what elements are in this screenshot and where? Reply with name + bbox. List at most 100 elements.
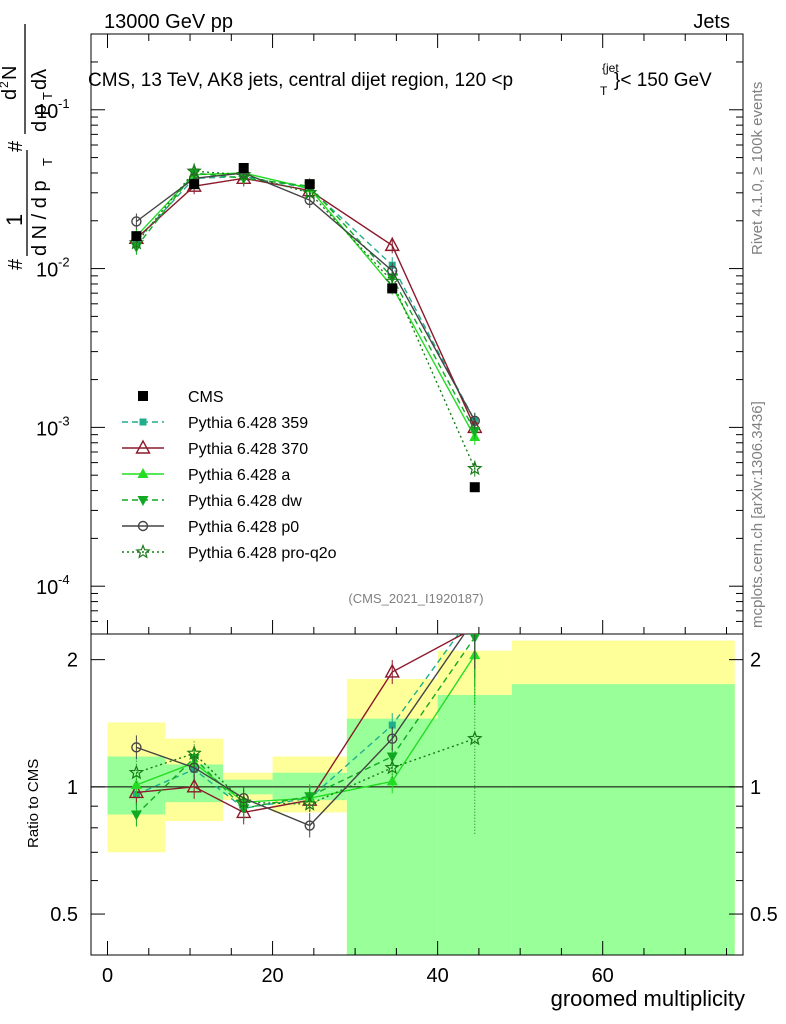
band-green-5 — [437, 694, 512, 955]
main-line-pp0 — [135, 172, 476, 422]
ylabel-hash-1: # — [5, 258, 27, 270]
main-y-tick-label-0: 10 — [36, 101, 58, 123]
x-tick-label-0: 0 — [102, 965, 113, 987]
ratio-point-pp0 — [131, 742, 142, 753]
rivet-version-label: Rivet 4.1.0, ≥ 100k events — [749, 82, 766, 255]
ylabel-den2-sub: T — [40, 92, 55, 100]
ratio-point-pa — [386, 775, 398, 786]
ratio-y-tick-label-2: 2 — [67, 650, 78, 672]
cms-point-5 — [469, 482, 480, 493]
ratio-point-pq2o — [186, 745, 202, 760]
ratio-y-tick-label-right-1: 1 — [750, 777, 761, 799]
band-green-6 — [511, 684, 735, 955]
ratio-point-p370 — [128, 783, 145, 799]
cms-point-1 — [189, 179, 200, 190]
header-energy: 13000 GeV pp — [104, 11, 233, 33]
ylabel-num2-d: d — [0, 89, 21, 100]
ratio-line-p370 — [136, 634, 465, 814]
axes: 10-110-210-310 -40.5 0.51 12 20 20 40 60 — [36, 33, 778, 987]
ylabel-hash-2: # — [5, 140, 27, 152]
ratio-line-pa — [136, 654, 476, 803]
ratio-point-pa — [130, 779, 142, 790]
ratio-point-pdw — [386, 752, 398, 763]
main-y-tick-label-1: 10 — [36, 260, 58, 282]
ylabel-num2-sup: 2 — [0, 81, 11, 88]
legend-label-p370: Pythia 6.428 370 — [188, 441, 308, 458]
legend: CMS Pythia 6.428 359 Pythia 6.428 370 Pythi… — [122, 389, 337, 562]
ylabel-denominator: d N / d p — [29, 180, 51, 256]
ratio-point-pq2o — [128, 764, 145, 780]
main-y-tick-exp-3: -4 — [58, 572, 70, 587]
x-tick-label-2: 40 — [427, 965, 449, 987]
ylabel-den2-rest: dλ — [29, 69, 51, 90]
cms-point-4 — [387, 283, 398, 294]
ratio-line-p359 — [136, 634, 460, 809]
legend-label-cms: CMS — [188, 389, 224, 406]
main-y-tick-exp-2: -3 — [58, 413, 70, 428]
main-y-tick-exp-1: -2 — [58, 255, 70, 270]
ratio-y-tick-label-1: 1 — [67, 777, 78, 799]
legend-marker-pq2o — [135, 543, 151, 559]
ylabel-den2: d p — [29, 104, 51, 132]
legend-marker-pdw — [137, 496, 149, 506]
main-point-pq2o — [301, 184, 318, 200]
main-point-pp0 — [131, 216, 142, 227]
main-y-tick-label-2: 10 — [36, 418, 58, 440]
ratio-uncertainty-bands — [107, 640, 735, 955]
main-y-axis-label: # 1 d N / d p T # d 2 N d p T dλ — [0, 24, 55, 270]
legend-label-pp0: Pythia 6.428 p0 — [188, 519, 299, 536]
main-point-pq2o — [186, 163, 202, 178]
legend-marker-p359 — [139, 418, 147, 426]
x-tick-label-3: 60 — [592, 965, 614, 987]
ratio-point-pq2o — [384, 759, 400, 775]
legend-label-pa: Pythia 6.428 a — [188, 467, 290, 484]
ratio-y-tick-label-right-0: 0.5 — [750, 904, 778, 926]
main-y-tick-exp-0: -1 — [58, 96, 70, 111]
ratio-y-tick-label-0: 0.5 — [50, 904, 78, 926]
main-point-pdw — [469, 426, 481, 437]
main-line-pq2o — [135, 170, 476, 469]
ylabel-one: 1 — [2, 214, 27, 226]
ratio-series — [128, 634, 483, 838]
cms-point-3 — [304, 179, 315, 190]
ratio-point-pp0 — [304, 820, 315, 831]
ratio-point-pdw — [130, 810, 142, 821]
ratio-y-axis-label: Ratio to CMS — [25, 759, 42, 848]
header-category: Jets — [693, 11, 730, 33]
title-main: CMS, 13 TeV, AK8 jets, central dijet reg… — [88, 70, 513, 91]
main-point-pq2o — [467, 460, 483, 476]
legend-marker-pa — [137, 468, 149, 478]
legend-label-pq2o: Pythia 6.428 pro-q2o — [188, 545, 337, 562]
ratio-y-tick-label-right-2: 2 — [750, 650, 761, 672]
cms-point-2 — [238, 162, 249, 173]
x-axis-label: groomed multiplicity — [551, 986, 745, 1011]
ylabel-denominator-sub: T — [40, 158, 55, 166]
title-sub: T — [600, 84, 608, 98]
ratio-point-pq2o — [235, 794, 252, 809]
legend-label-p359: Pythia 6.428 359 — [188, 415, 308, 432]
main-y-tick-label-3: 10 — [36, 577, 58, 599]
ratio-line-pp0 — [136, 634, 466, 827]
ratio-point-pp0 — [387, 733, 398, 744]
legend-label-pdw: Pythia 6.428 dw — [188, 493, 302, 510]
ratio-line-pdw — [135, 636, 476, 816]
ratio-point-pq2o — [467, 730, 483, 746]
main-line-p359 — [135, 175, 476, 422]
main-frame — [90, 33, 744, 635]
ratio-frame — [90, 633, 744, 956]
ratio-line-pq2o — [136, 738, 476, 805]
main-series — [128, 162, 483, 493]
legend-marker-cms — [138, 391, 148, 401]
main-point-pp0 — [469, 415, 480, 427]
main-point-p370 — [384, 236, 400, 252]
title-sup: {jet — [602, 61, 619, 75]
title-end: }< 150 GeV — [614, 70, 712, 91]
ratio-point-p359 — [388, 721, 396, 729]
main-line-pdw — [135, 172, 476, 432]
legend-marker-pp0 — [137, 520, 149, 532]
mcplots-label: mcplots.cern.ch [arXiv:1306.3436] — [749, 401, 766, 628]
ylabel-num2-N: N — [0, 66, 21, 80]
legend-marker-p370 — [135, 439, 151, 454]
plot-title: CMS, 13 TeV, AK8 jets, central dijet reg… — [88, 61, 712, 98]
